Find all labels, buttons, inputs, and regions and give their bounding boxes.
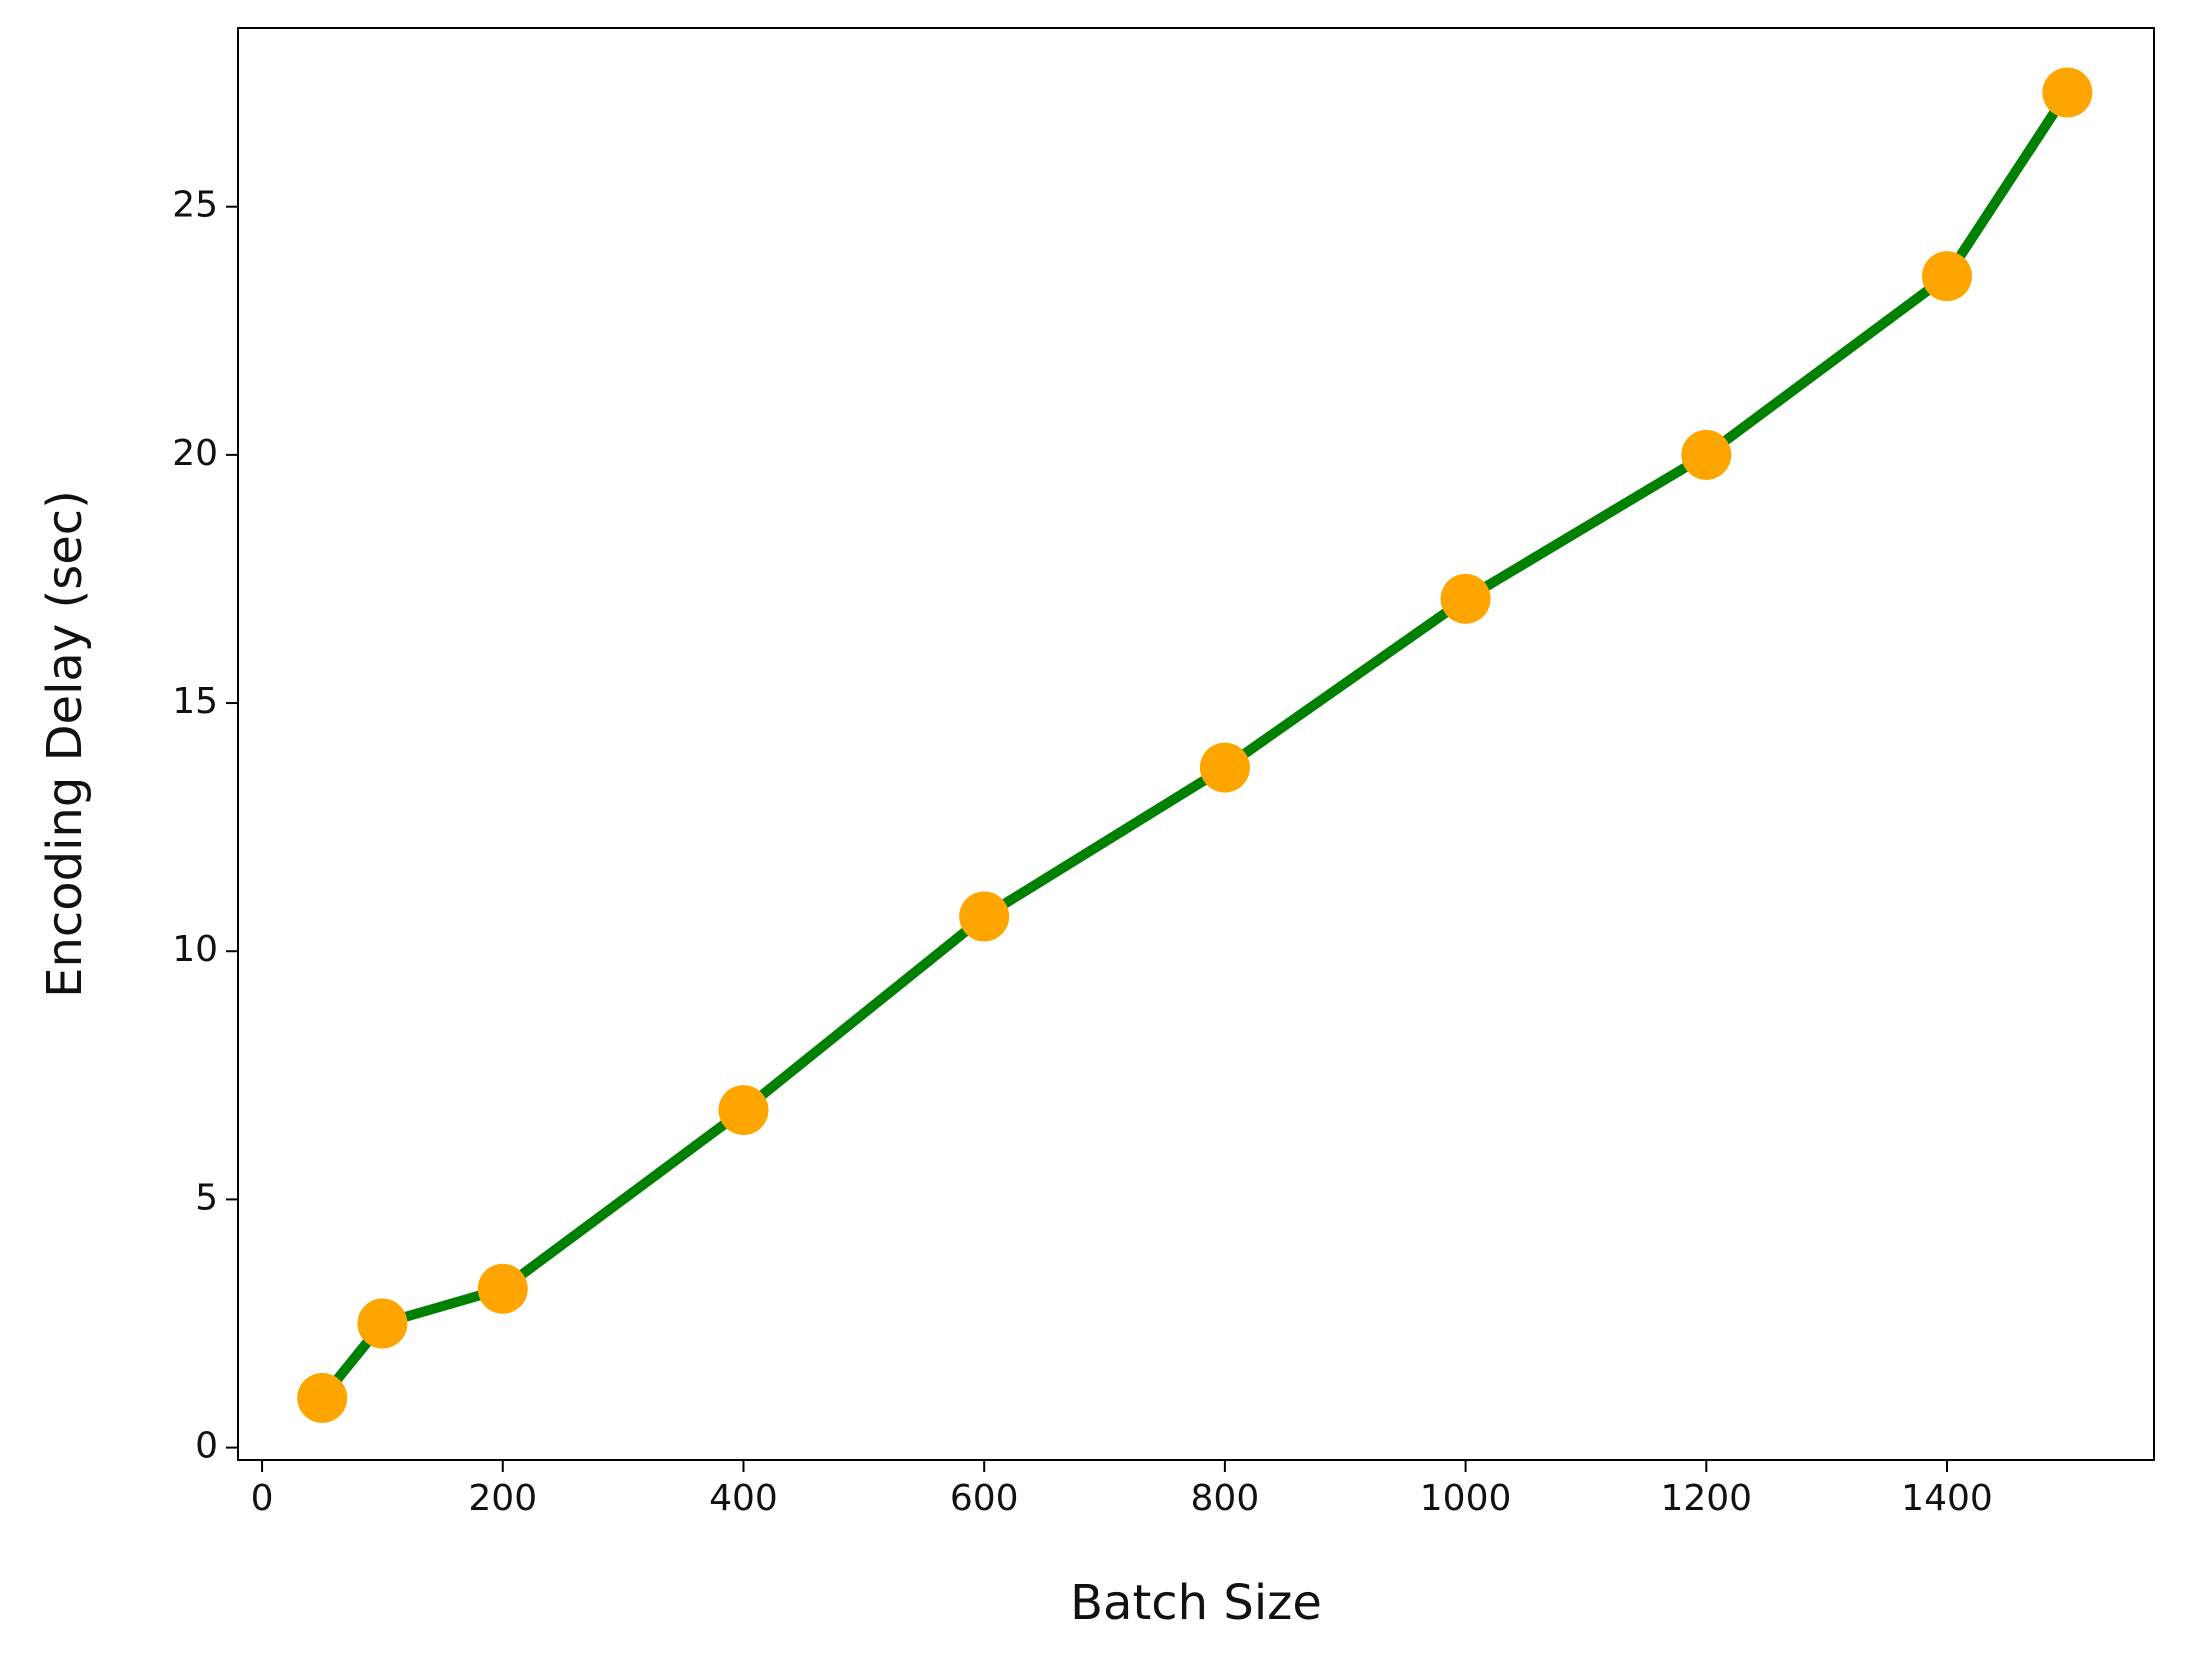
data-point xyxy=(1440,573,1491,624)
data-point xyxy=(718,1085,769,1136)
data-point xyxy=(2042,67,2093,118)
data-point xyxy=(1199,742,1250,793)
y-tick-label: 5 xyxy=(195,1177,218,1218)
x-tick-label: 1400 xyxy=(1901,1478,1993,1519)
x-axis-label: Batch Size xyxy=(1070,1575,1322,1631)
y-tick-label: 15 xyxy=(172,681,218,722)
data-point xyxy=(1681,429,1732,480)
y-tick-label: 20 xyxy=(172,433,218,474)
y-tick-label: 10 xyxy=(172,929,218,970)
data-point xyxy=(477,1263,528,1314)
data-point xyxy=(959,891,1010,942)
x-tick-label: 800 xyxy=(1191,1478,1260,1519)
data-point xyxy=(297,1372,348,1423)
plot-frame xyxy=(237,27,2155,1461)
x-tick-label: 1200 xyxy=(1660,1478,1752,1519)
x-tick-label: 600 xyxy=(950,1478,1019,1519)
x-tick-label: 400 xyxy=(709,1478,778,1519)
data-point xyxy=(1921,251,1972,302)
x-tick-label: 1000 xyxy=(1420,1478,1512,1519)
data-line xyxy=(318,89,2072,1402)
data-point xyxy=(357,1298,408,1349)
y-tick-label: 25 xyxy=(172,185,218,226)
y-axis-label: Encoding Delay (sec) xyxy=(37,490,93,998)
x-tick-label: 200 xyxy=(468,1478,537,1519)
y-tick-label: 0 xyxy=(195,1426,218,1467)
x-tick-label: 0 xyxy=(251,1478,274,1519)
